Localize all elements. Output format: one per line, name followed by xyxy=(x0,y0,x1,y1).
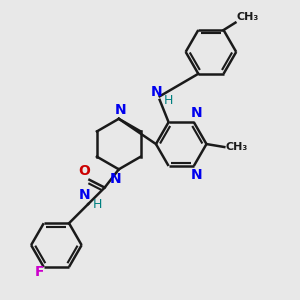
Text: N: N xyxy=(150,85,162,99)
Text: O: O xyxy=(78,164,90,178)
Text: N: N xyxy=(79,188,91,203)
Text: CH₃: CH₃ xyxy=(237,12,259,22)
Text: N: N xyxy=(115,103,126,117)
Text: N: N xyxy=(190,106,202,120)
Text: H: H xyxy=(164,94,173,107)
Text: F: F xyxy=(34,265,44,279)
Text: N: N xyxy=(190,168,202,182)
Text: N: N xyxy=(110,172,122,186)
Text: CH₃: CH₃ xyxy=(226,142,248,152)
Text: H: H xyxy=(93,198,102,211)
